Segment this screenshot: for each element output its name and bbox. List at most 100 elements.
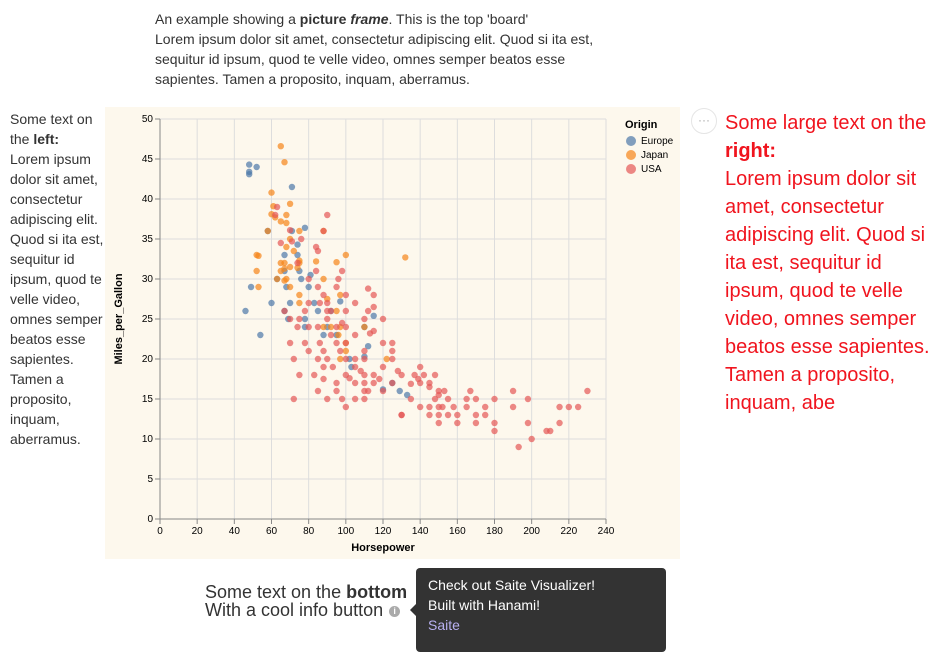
data-point-usa — [305, 299, 312, 307]
x-axis-title: Horsepower — [351, 542, 415, 554]
y-tick-label: 50 — [142, 114, 154, 125]
data-point-usa — [327, 331, 335, 339]
data-point-europe — [298, 275, 305, 283]
data-point-usa — [482, 411, 489, 419]
data-point-europe — [320, 331, 327, 339]
x-tick-label: 160 — [449, 526, 466, 537]
data-point-usa — [314, 247, 322, 255]
data-point-japan — [402, 254, 409, 261]
tooltip-line1: Check out Saite Visualizer! — [428, 577, 596, 593]
data-point-usa — [338, 267, 346, 275]
data-point-usa — [361, 355, 368, 363]
data-point-japan — [327, 323, 335, 331]
data-point-usa — [379, 363, 387, 371]
data-point-europe — [301, 224, 309, 231]
data-point-usa — [294, 259, 301, 267]
data-point-japan — [253, 267, 260, 275]
data-point-usa — [444, 411, 452, 419]
data-point-usa — [556, 403, 563, 411]
legend-label: Europe — [641, 136, 674, 147]
data-point-usa — [337, 347, 344, 355]
data-point-europe — [305, 283, 312, 291]
data-point-europe — [242, 307, 249, 315]
top-lorem: Lorem ipsum dolor sit amet, consectetur … — [155, 31, 594, 87]
bottom-bold: bottom — [346, 582, 408, 602]
right-intro: Some large text on the — [725, 112, 927, 134]
y-tick-label: 5 — [147, 474, 153, 485]
data-point-usa — [398, 411, 405, 419]
data-point-japan — [273, 275, 281, 283]
data-point-europe — [247, 283, 255, 291]
data-point-usa — [411, 371, 418, 379]
chart-actions-button[interactable]: ··· — [691, 108, 717, 134]
data-point-usa — [528, 435, 535, 443]
data-point-japan — [264, 227, 271, 235]
data-point-usa — [389, 355, 396, 363]
y-tick-label: 15 — [142, 394, 154, 405]
data-point-usa — [435, 411, 442, 419]
data-point-usa — [320, 227, 327, 235]
data-point-usa — [574, 403, 582, 411]
data-point-usa — [288, 238, 296, 245]
data-point-japan — [312, 258, 320, 265]
data-point-usa — [463, 403, 470, 411]
data-point-usa — [435, 391, 442, 399]
data-point-usa — [472, 395, 480, 403]
data-point-usa — [584, 387, 591, 395]
data-point-usa — [361, 395, 368, 403]
data-point-usa — [335, 275, 342, 283]
data-point-usa — [286, 315, 294, 323]
data-point-usa — [524, 395, 532, 403]
data-point-usa — [324, 395, 331, 403]
data-point-usa — [509, 387, 517, 395]
right-lorem: Lorem ipsum dolor sit amet, consectetur … — [725, 168, 930, 414]
data-point-usa — [314, 323, 322, 331]
data-point-usa — [389, 347, 396, 355]
data-point-usa — [320, 347, 327, 355]
data-point-usa — [333, 379, 340, 387]
left-lorem: Lorem ipsum dolor sit amet, consectetur … — [10, 151, 104, 447]
data-point-usa — [450, 403, 457, 411]
data-point-usa — [431, 371, 439, 379]
data-point-japan — [255, 252, 262, 259]
data-point-usa — [351, 379, 359, 387]
y-tick-label: 20 — [142, 354, 154, 365]
data-point-europe — [268, 299, 275, 307]
data-point-usa — [491, 419, 498, 427]
data-point-japan — [281, 265, 288, 272]
data-point-usa — [298, 235, 305, 243]
data-point-japan — [283, 243, 290, 251]
data-point-usa — [320, 375, 327, 383]
data-point-usa — [515, 443, 522, 451]
data-point-europe — [253, 163, 260, 171]
data-point-europe — [396, 387, 403, 395]
y-tick-label: 10 — [142, 434, 154, 445]
y-tick-label: 45 — [142, 154, 154, 165]
ellipsis-icon: ··· — [698, 113, 710, 127]
data-point-usa — [351, 299, 359, 307]
x-tick-label: 40 — [229, 526, 241, 537]
data-point-usa — [342, 339, 350, 347]
legend-label: USA — [641, 164, 662, 175]
data-point-europe — [403, 391, 411, 399]
data-point-usa — [370, 379, 377, 387]
data-point-usa — [364, 387, 372, 395]
data-point-usa — [444, 395, 452, 403]
data-point-usa — [324, 211, 331, 219]
data-point-japan — [277, 218, 284, 225]
data-point-usa — [320, 291, 327, 299]
legend-symbol-japan — [626, 150, 636, 160]
saite-link[interactable]: Saite — [428, 617, 460, 633]
info-icon[interactable]: i — [389, 605, 401, 617]
data-point-usa — [491, 427, 498, 435]
data-point-usa — [333, 339, 340, 347]
legend-label: Japan — [641, 150, 668, 161]
data-point-usa — [351, 331, 359, 339]
x-tick-label: 120 — [375, 526, 392, 537]
data-point-usa — [286, 227, 294, 234]
data-point-usa — [364, 307, 372, 315]
left-intro: Some text on the — [10, 111, 93, 147]
data-point-japan — [333, 259, 340, 266]
data-point-usa — [416, 363, 424, 371]
data-point-japan — [283, 211, 290, 219]
